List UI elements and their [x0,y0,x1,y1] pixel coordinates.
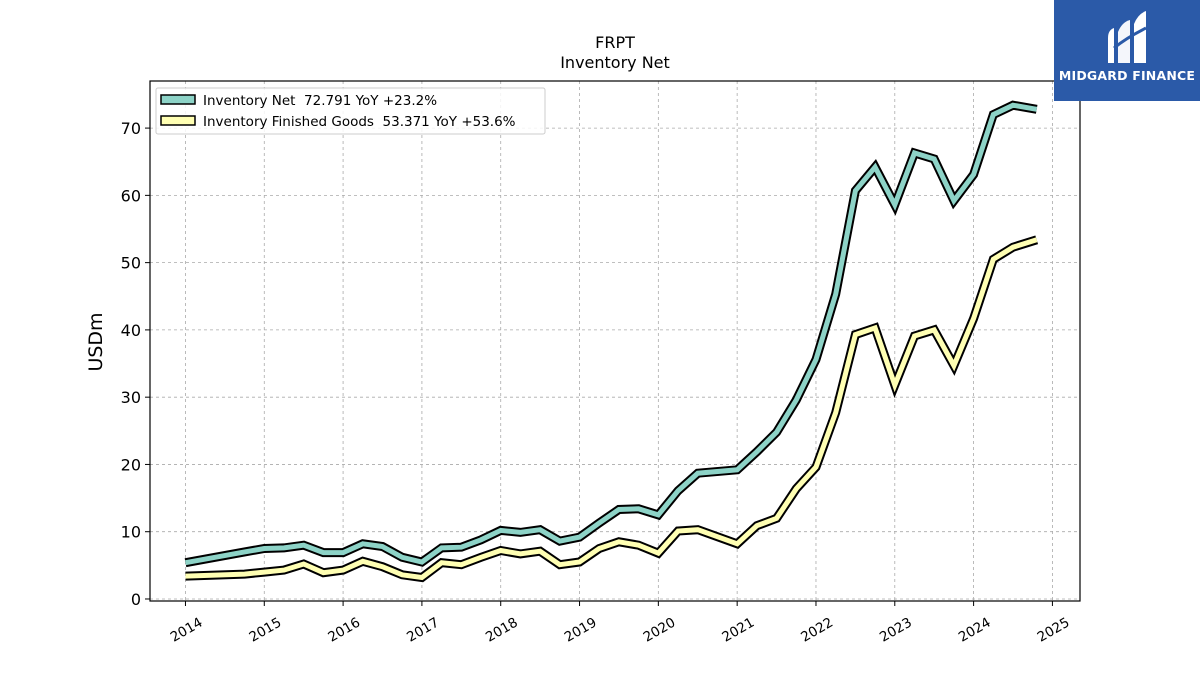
series-line-0 [185,102,1038,566]
grid [150,81,1080,601]
x-tick-label: 2014 [168,615,206,646]
axes: 0 10 20 30 40 50 60 70 2014 2015 2016 2017 2018 2019 2… [121,119,1073,646]
x-tick-label: 2024 [956,615,994,646]
y-axis-label: USDm [85,312,107,371]
x-tick-label: 2023 [877,615,915,646]
series-lines [184,100,1039,583]
x-tick-label: 2019 [562,615,600,646]
y-tick-label: 70 [121,119,141,138]
x-tick-label: 2020 [641,615,679,646]
midgard-logo-icon [1108,11,1147,63]
chart-title: FRPT [595,33,635,52]
midgard-finance-logo: MIDGARD FINANCE [1054,0,1200,101]
x-tick-label: 2022 [798,615,836,646]
y-tick-label: 0 [131,590,141,609]
x-tick-label: 2017 [404,615,442,646]
logo-text: MIDGARD FINANCE [1058,68,1196,83]
chart-subtitle: Inventory Net [560,53,670,72]
legend-label-finished-goods: Inventory Finished Goods 53.371 YoY +53.… [203,114,516,130]
y-tick-label: 40 [121,321,141,340]
series-line-1 [185,237,1038,581]
x-tick-label: 2015 [247,615,285,646]
x-tick-label: 2021 [719,615,757,646]
legend: Inventory Net 72.791 YoY +23.2% Inventor… [155,87,546,135]
x-tick-label: 2025 [1035,615,1073,646]
series-outline-1 [185,235,1039,583]
legend-label-inventory-net: Inventory Net 72.791 YoY +23.2% [203,93,437,109]
y-tick-label: 30 [121,388,141,407]
x-tick-label: 2018 [483,615,521,646]
y-tick-label: 20 [121,455,141,474]
y-tick-label: 10 [121,523,141,542]
y-tick-label: 60 [121,186,141,205]
y-tick-label: 50 [121,254,141,273]
legend-box [155,87,546,135]
legend-swatch-inventory-net [160,94,196,105]
legend-swatch-finished-goods [160,115,196,126]
x-tick-label: 2016 [325,615,363,646]
plot-frame [149,80,1081,602]
